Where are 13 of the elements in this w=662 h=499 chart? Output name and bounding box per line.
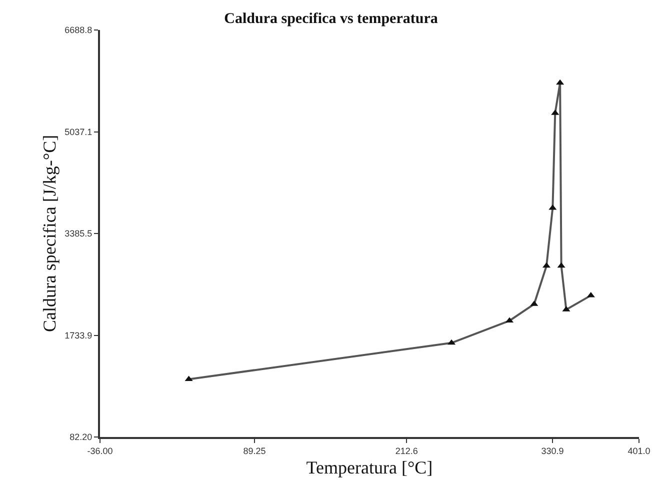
x-tick-label: 401.0: [628, 446, 650, 456]
y-tick-label: 6688.8: [64, 25, 92, 36]
x-tick-label: 89.25: [243, 446, 266, 456]
y-axis-title: Caldura specifica [J/kg-°C]: [39, 134, 60, 332]
y-tick-label: 3385.5: [64, 228, 92, 239]
x-axis-title: Temperatura [°C]: [306, 457, 433, 478]
y-tick-label: 5037.1: [64, 126, 92, 137]
x-tick-label: 212.6: [395, 446, 418, 456]
x-tick-label: 330.9: [541, 446, 564, 456]
y-tick-label: 82.20: [70, 432, 92, 442]
chart-title: Caldura specifica vs temperatura: [224, 10, 438, 27]
x-tick-label: -36.00: [87, 446, 113, 456]
y-tick-label: 1733.9: [64, 330, 92, 340]
